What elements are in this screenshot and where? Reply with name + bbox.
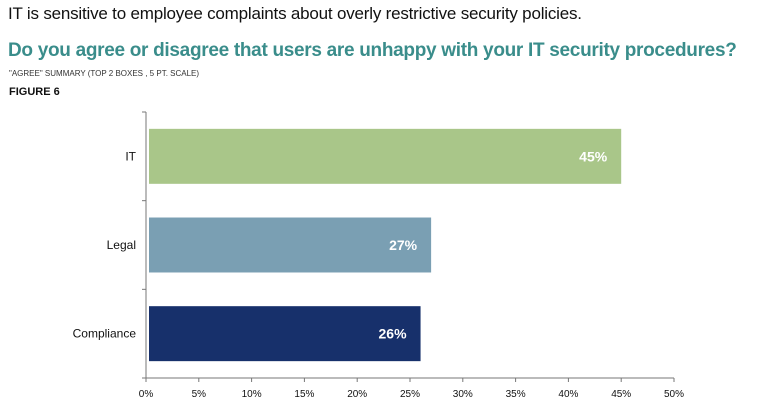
chart-subtitle: "Agree" summary (top 2 boxes , 5 pt. sca…	[9, 69, 200, 78]
data-label-it: 45%	[579, 148, 608, 164]
category-label-legal: Legal	[107, 238, 136, 252]
x-tick-label: 5%	[192, 389, 207, 400]
bar-legal	[149, 217, 432, 273]
intro-text: IT is sensitive to employee complaints a…	[8, 4, 582, 23]
x-tick-label: 35%	[506, 389, 526, 400]
x-tick-label: 50%	[664, 389, 684, 400]
bar-it	[149, 128, 622, 184]
x-tick-label: 30%	[453, 389, 473, 400]
x-tick-label: 25%	[400, 389, 420, 400]
category-label-compliance: Compliance	[73, 327, 137, 341]
bar-compliance	[149, 306, 421, 362]
category-label-it: IT	[125, 149, 136, 163]
x-tick-label: 0%	[139, 389, 154, 400]
x-tick-label: 45%	[611, 389, 631, 400]
data-label-compliance: 26%	[379, 326, 408, 342]
figure-label: FIGURE 6	[9, 86, 60, 98]
chart-question: Do you agree or disagree that users are …	[8, 40, 737, 61]
x-tick-label: 10%	[242, 389, 262, 400]
data-label-legal: 27%	[389, 237, 418, 253]
x-tick-label: 20%	[347, 389, 367, 400]
x-tick-label: 15%	[294, 389, 314, 400]
x-tick-label: 40%	[558, 389, 578, 400]
